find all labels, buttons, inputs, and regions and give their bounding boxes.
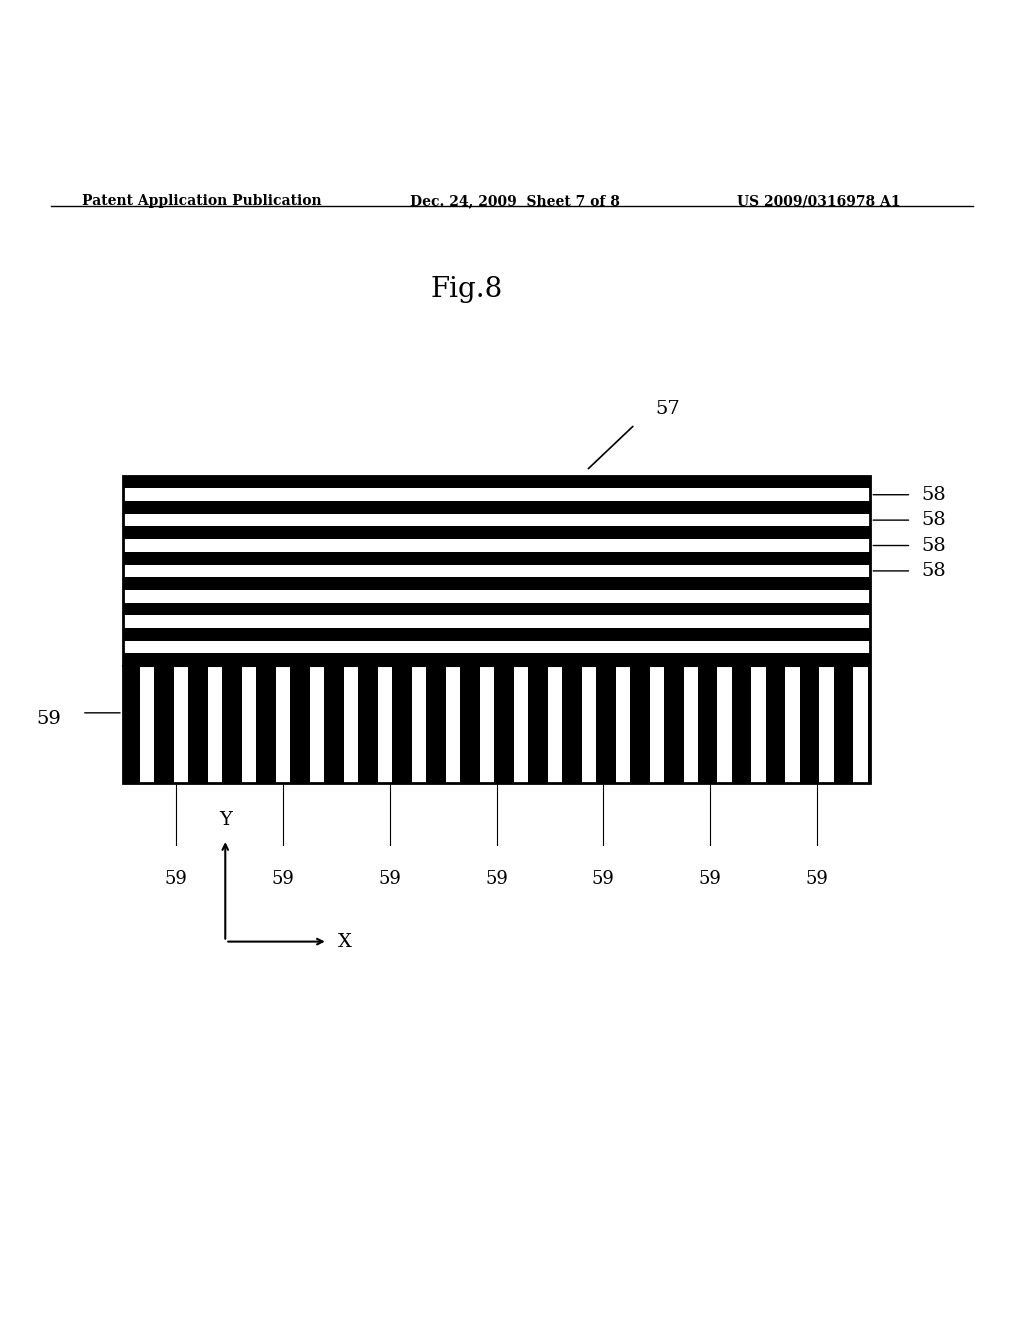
Text: 58: 58 [922, 486, 946, 504]
Bar [174, 667, 188, 783]
Bar [853, 667, 868, 783]
Bar [123, 539, 870, 552]
Text: 58: 58 [922, 562, 946, 579]
Text: 58: 58 [922, 536, 946, 554]
Text: 59: 59 [271, 870, 295, 888]
Text: 59: 59 [592, 870, 614, 888]
Text: 57: 57 [655, 400, 680, 418]
Bar [140, 667, 155, 783]
Text: 59: 59 [165, 870, 187, 888]
Text: Dec. 24, 2009  Sheet 7 of 8: Dec. 24, 2009 Sheet 7 of 8 [410, 194, 620, 209]
Text: Fig.8: Fig.8 [430, 276, 503, 304]
Bar [649, 667, 664, 783]
Text: US 2009/0316978 A1: US 2009/0316978 A1 [737, 194, 901, 209]
Text: Patent Application Publication: Patent Application Publication [82, 194, 322, 209]
Text: 59: 59 [37, 710, 61, 727]
Bar [514, 667, 528, 783]
Bar [718, 667, 732, 783]
Bar [208, 667, 222, 783]
Bar [785, 667, 800, 783]
Text: Y: Y [219, 810, 231, 829]
Bar [582, 667, 596, 783]
Bar [123, 475, 870, 667]
Text: 58: 58 [922, 511, 946, 529]
Bar [123, 640, 870, 653]
Bar [615, 667, 630, 783]
Bar [275, 667, 290, 783]
Text: 59: 59 [485, 870, 508, 888]
Bar [412, 667, 426, 783]
Bar [123, 475, 870, 783]
Bar [684, 667, 698, 783]
Bar [123, 615, 870, 628]
Text: 59: 59 [806, 870, 828, 888]
Bar [344, 667, 358, 783]
Bar [378, 667, 392, 783]
Bar [752, 667, 766, 783]
Bar [445, 667, 460, 783]
Text: 59: 59 [379, 870, 401, 888]
Bar [819, 667, 834, 783]
Bar [123, 513, 870, 527]
Text: 59: 59 [698, 870, 722, 888]
Bar [123, 667, 870, 783]
Bar [123, 590, 870, 603]
Bar [123, 488, 870, 502]
Text: X: X [338, 933, 352, 950]
Bar [123, 565, 870, 577]
Bar [309, 667, 325, 783]
Bar [479, 667, 495, 783]
Bar [242, 667, 256, 783]
Bar [548, 667, 562, 783]
